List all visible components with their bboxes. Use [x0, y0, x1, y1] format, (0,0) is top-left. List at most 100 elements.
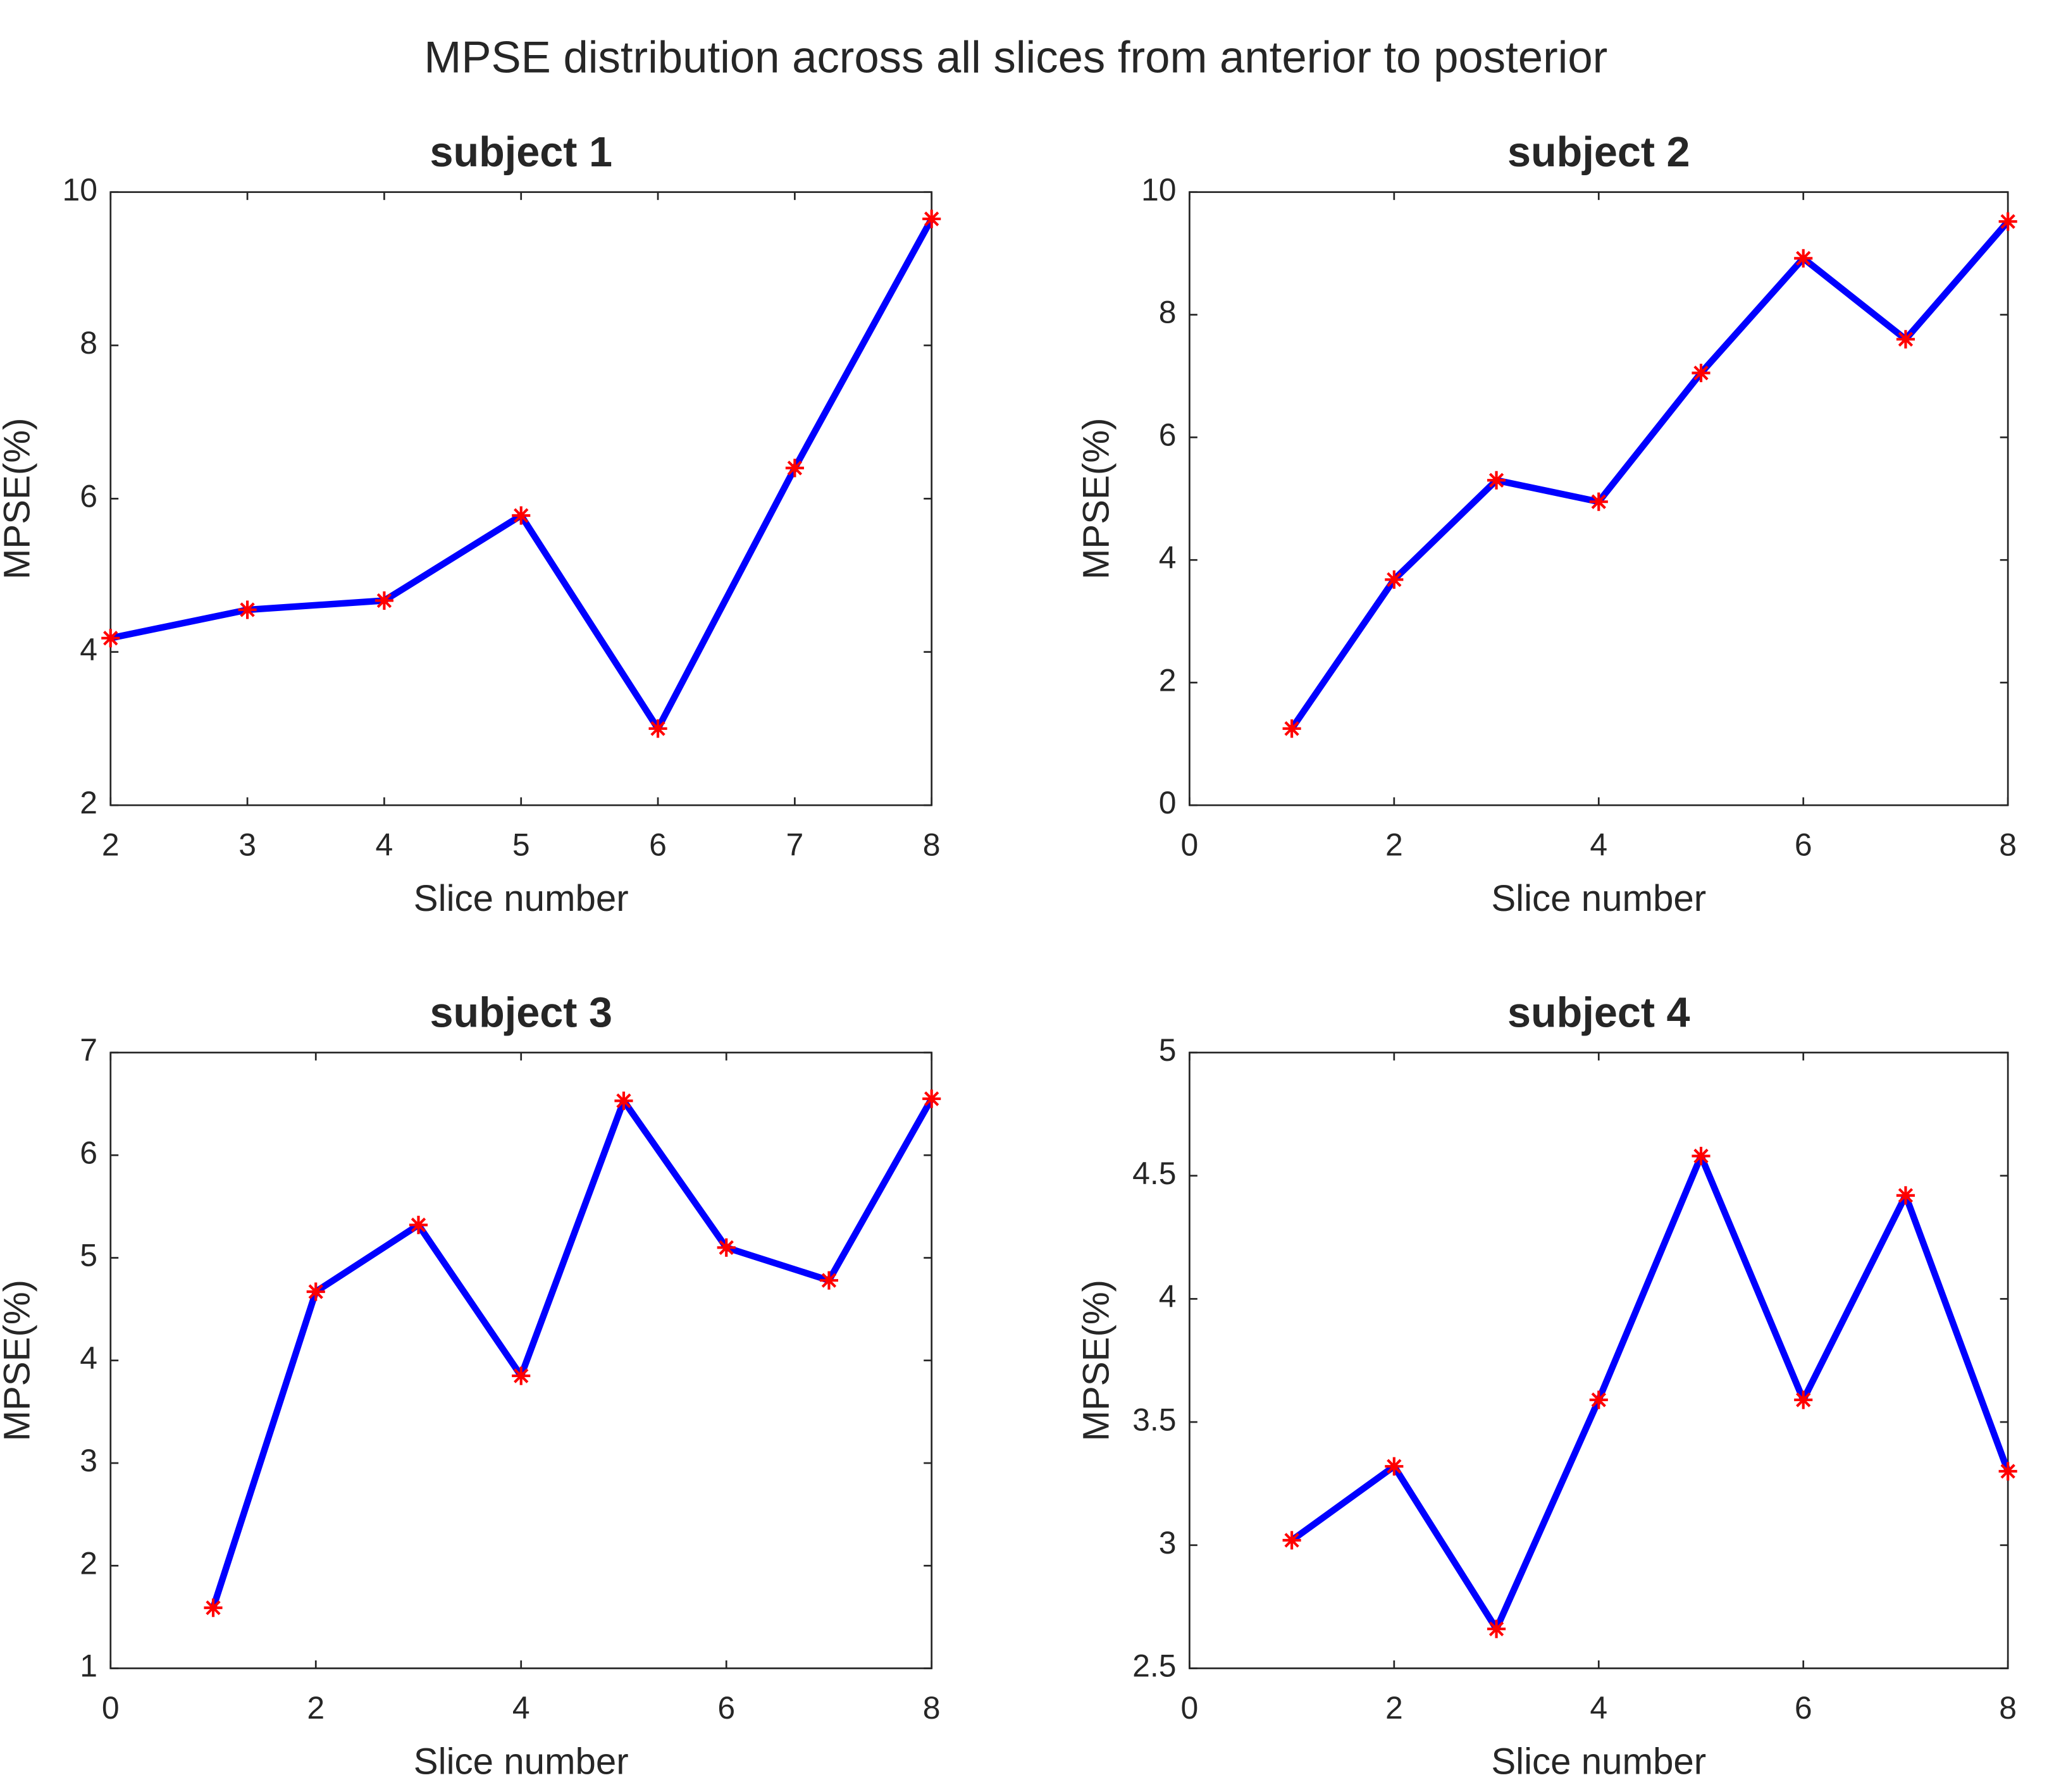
marker-stroke: [1898, 1188, 1914, 1203]
y-tick-label: 4: [1159, 540, 1177, 575]
y-tick-label: 2: [80, 785, 97, 820]
marker-stroke: [1284, 721, 1299, 736]
marker-stroke: [821, 1273, 837, 1288]
marker-stroke: [1591, 1392, 1606, 1407]
y-tick-label: 5: [1159, 1032, 1177, 1068]
data-marker: [101, 629, 120, 648]
y-tick-label: 3: [80, 1443, 97, 1478]
data-marker: [614, 1091, 633, 1110]
data-marker: [238, 600, 257, 619]
data-marker: [819, 1271, 839, 1290]
data-marker: [1385, 570, 1404, 589]
y-tick-label: 8: [80, 325, 97, 361]
x-tick-label: 6: [1795, 1690, 1812, 1726]
data-marker: [409, 1216, 428, 1235]
x-tick-label: 2: [1385, 827, 1403, 863]
data-marker: [717, 1238, 736, 1257]
marker-stroke: [1898, 331, 1914, 347]
marker-stroke: [1591, 494, 1606, 509]
y-tick-label: 2: [80, 1545, 97, 1581]
x-tick-label: 8: [1999, 827, 2017, 863]
subplot: 0 2 4 6 8 1 2 3 4 5 6 7 subject 3 Slice number MPSE(%): [0, 989, 941, 1783]
data-marker: [1794, 249, 1813, 268]
y-tick-label: 10: [1141, 172, 1177, 207]
marker-stroke: [2000, 214, 2015, 229]
x-tick-label: 4: [376, 827, 393, 863]
x-tick-label: 0: [1181, 827, 1199, 863]
marker-stroke: [1488, 1621, 1504, 1636]
marker-stroke: [787, 460, 803, 476]
data-marker: [1896, 1186, 1915, 1205]
x-tick-label: 6: [649, 827, 667, 863]
y-tick-label: 2: [1159, 662, 1177, 698]
data-marker: [1896, 330, 1915, 349]
subplot-title: subject 4: [1507, 989, 1690, 1036]
y-tick-label: 3.5: [1132, 1402, 1176, 1437]
x-axis-label: Slice number: [414, 1741, 629, 1783]
y-tick-label: 5: [80, 1238, 97, 1273]
y-tick-label: 0: [1159, 785, 1177, 820]
marker-stroke: [2000, 1464, 2015, 1479]
data-marker: [512, 506, 531, 525]
data-marker: [374, 591, 393, 610]
marker-stroke: [1796, 1392, 1811, 1407]
data-marker: [1487, 471, 1506, 490]
data-marker: [922, 209, 941, 228]
data-marker: [922, 1089, 941, 1108]
y-axis-label: MPSE(%): [0, 418, 38, 580]
x-tick-label: 0: [102, 1690, 120, 1726]
data-marker: [1589, 492, 1608, 511]
data-marker: [1282, 719, 1301, 738]
x-tick-label: 4: [1590, 827, 1607, 863]
x-tick-label: 8: [1999, 1690, 2017, 1726]
data-line: [1290, 1152, 2012, 1633]
subplot: 0 2 4 6 8 2.5 3 3.5 4 4.5 5 subject 4 Slice number MP…: [1075, 989, 2017, 1783]
data-marker: [204, 1598, 223, 1617]
marker-stroke: [376, 593, 392, 609]
y-tick-label: 6: [80, 479, 97, 514]
marker-stroke: [719, 1240, 734, 1255]
data-marker: [1998, 1462, 2017, 1481]
marker-stroke: [103, 631, 118, 646]
data-marker: [1487, 1619, 1506, 1638]
subplot-title: subject 2: [1507, 129, 1690, 176]
marker-stroke: [1693, 365, 1709, 381]
y-axis-label: MPSE(%): [1075, 418, 1117, 580]
marker-stroke: [206, 1600, 221, 1616]
marker-stroke: [1796, 250, 1811, 266]
x-tick-label: 2: [1385, 1690, 1403, 1726]
marker-stroke: [924, 1091, 939, 1106]
figure-title: MPSE distribution across all slices from…: [424, 32, 1607, 82]
x-tick-label: 8: [923, 1690, 941, 1726]
marker-stroke: [411, 1217, 426, 1233]
marker-stroke: [616, 1093, 631, 1108]
y-tick-label: 2.5: [1132, 1648, 1176, 1684]
data-line: [210, 1097, 935, 1609]
data-marker: [1385, 1457, 1404, 1476]
data-marker: [648, 719, 667, 738]
marker-stroke: [1693, 1148, 1709, 1164]
marker-stroke: [1488, 473, 1504, 488]
marker-stroke: [514, 1368, 529, 1383]
x-tick-label: 6: [717, 1690, 735, 1726]
x-tick-label: 3: [238, 827, 256, 863]
data-line: [1289, 219, 2011, 731]
marker-stroke: [924, 211, 939, 226]
x-tick-label: 0: [1181, 1690, 1199, 1726]
y-tick-label: 6: [80, 1135, 97, 1170]
x-axis-label: Slice number: [1491, 878, 1706, 919]
y-tick-label: 10: [62, 172, 97, 207]
data-marker: [306, 1282, 325, 1301]
x-tick-label: 2: [307, 1690, 325, 1726]
marker-stroke: [1284, 1533, 1299, 1548]
data-marker: [785, 459, 804, 478]
y-tick-label: 4.5: [1132, 1156, 1176, 1191]
data-marker: [1794, 1390, 1813, 1409]
subplot-title: subject 3: [430, 989, 612, 1036]
y-tick-label: 4: [1159, 1279, 1177, 1314]
y-tick-label: 7: [80, 1032, 97, 1068]
marker-stroke: [1387, 1459, 1402, 1474]
x-tick-label: 4: [1590, 1690, 1607, 1726]
